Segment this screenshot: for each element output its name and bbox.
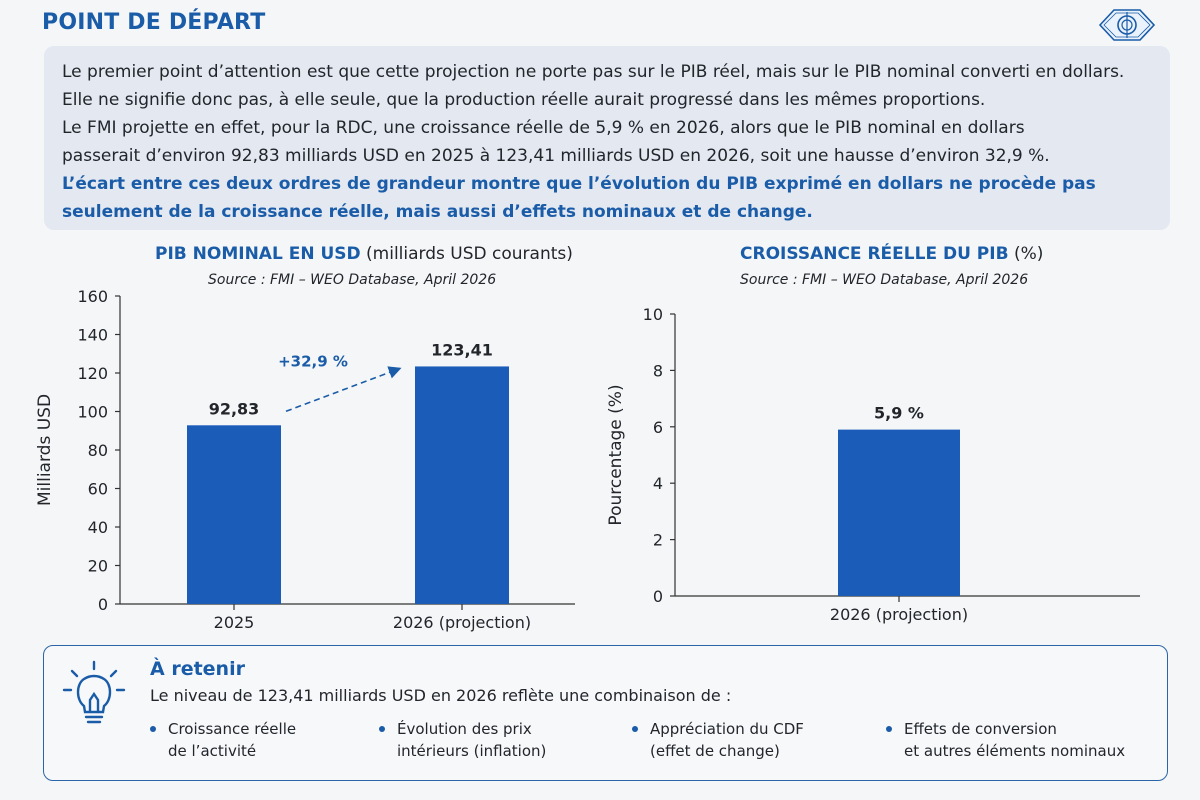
bullet-dot: [886, 726, 892, 732]
intro-highlight: L’écart entre ces deux ordres de grandeu…: [62, 174, 1096, 194]
chart1-title: PIB NOMINAL EN USD: [155, 244, 361, 264]
y-tick-label: 120: [77, 364, 108, 383]
chart2-title-suffix: (%): [1013, 244, 1044, 264]
bullet-dot: [632, 726, 638, 732]
y-tick-label: 60: [88, 480, 108, 499]
intro-line: Le premier point d’attention est que cet…: [62, 62, 1125, 82]
y-tick-label: 0: [98, 595, 108, 614]
bar: [415, 366, 509, 604]
chart2-source: Source : FMI – WEO Database, April 2026: [740, 272, 1029, 288]
bar: [187, 425, 281, 604]
growth-arrow: [285, 366, 402, 413]
retain-text: Le niveau de 123,41 milliards USD en 202…: [150, 686, 732, 705]
retain-bullet: Évolution des prix intérieurs (inflation…: [379, 718, 547, 762]
bullet-line: et autres éléments nominaux: [904, 742, 1126, 760]
y-tick-label: 2: [653, 531, 663, 550]
bullet-line: Évolution des prix: [397, 720, 532, 738]
y-tick-label: 10: [643, 305, 663, 324]
bullet-dot: [379, 726, 385, 732]
retain-bullet: Effets de conversion et autres éléments …: [886, 718, 1126, 762]
bullet-line: Effets de conversion: [904, 720, 1057, 738]
y-axis-label: Milliards USD: [35, 394, 55, 506]
lightbulb-icon: [62, 660, 126, 724]
retain-title: À retenir: [150, 658, 245, 680]
chart2-title-block: CROISSANCE RÉELLE DU PIB (%): [740, 244, 1043, 264]
x-tick-label: 2026 (projection): [393, 613, 531, 632]
y-tick-label: 20: [88, 557, 108, 576]
bullet-dot: [150, 726, 156, 732]
y-tick-label: 4: [653, 474, 663, 493]
y-tick-label: 6: [653, 418, 663, 437]
bullet-line: (effet de change): [650, 742, 780, 760]
chart2-title: CROISSANCE RÉELLE DU PIB: [740, 244, 1009, 264]
y-tick-label: 8: [653, 361, 663, 380]
retain-bullet: Croissance réelle de l’activité: [150, 718, 297, 762]
chart-nominal-gdp: 0 20 40 60 80 100 120 140 160 Milliards USD 92,83 2…: [35, 287, 575, 632]
y-tick-label: 140: [77, 326, 108, 345]
x-tick-label: 2026 (projection): [830, 605, 968, 624]
growth-annotation: +32,9 %: [278, 352, 348, 370]
y-tick-label: 0: [653, 587, 663, 606]
intro-line: Elle ne signifie donc pas, à elle seule,…: [62, 90, 986, 110]
chart1-title-block: PIB NOMINAL EN USD (milliards USD couran…: [155, 244, 573, 264]
bullet-line: Appréciation du CDF: [650, 720, 804, 738]
intro-highlight: seulement de la croissance réelle, mais …: [62, 202, 813, 222]
intro-line: Le FMI projette en effet, pour la RDC, u…: [62, 118, 1025, 138]
retain-panel: À retenir Le niveau de 123,41 milliards …: [43, 645, 1168, 781]
chart-real-growth: 0 2 4 6 8 10 Pourcentage (%) 5,9 % 2026 (project…: [606, 305, 1140, 624]
data-label: 5,9 %: [874, 404, 924, 423]
y-tick-label: 100: [77, 403, 108, 422]
intro-panel: Le premier point d’attention est que cet…: [44, 46, 1170, 230]
x-tick-label: 2025: [214, 613, 255, 632]
chart1-source: Source : FMI – WEO Database, April 2026: [208, 272, 497, 288]
chart1-title-suffix: (milliards USD courants): [366, 244, 573, 264]
intro-line: passerait d’environ 92,83 milliards USD …: [62, 146, 1050, 166]
data-label: 123,41: [431, 340, 493, 359]
y-tick-label: 160: [77, 287, 108, 306]
bar: [838, 429, 960, 596]
bullet-line: Croissance réelle: [168, 720, 297, 738]
bullet-line: intérieurs (inflation): [397, 742, 547, 760]
y-tick-label: 40: [88, 518, 108, 537]
bullet-line: de l’activité: [168, 742, 257, 760]
retain-bullet: Appréciation du CDF (effet de change): [632, 718, 804, 762]
data-label: 92,83: [209, 399, 260, 418]
bcc-logo-icon: [1098, 9, 1156, 41]
y-axis-label: Pourcentage (%): [606, 384, 626, 525]
page-title: POINT DE DÉPART: [42, 10, 266, 35]
y-tick-label: 80: [88, 441, 108, 460]
